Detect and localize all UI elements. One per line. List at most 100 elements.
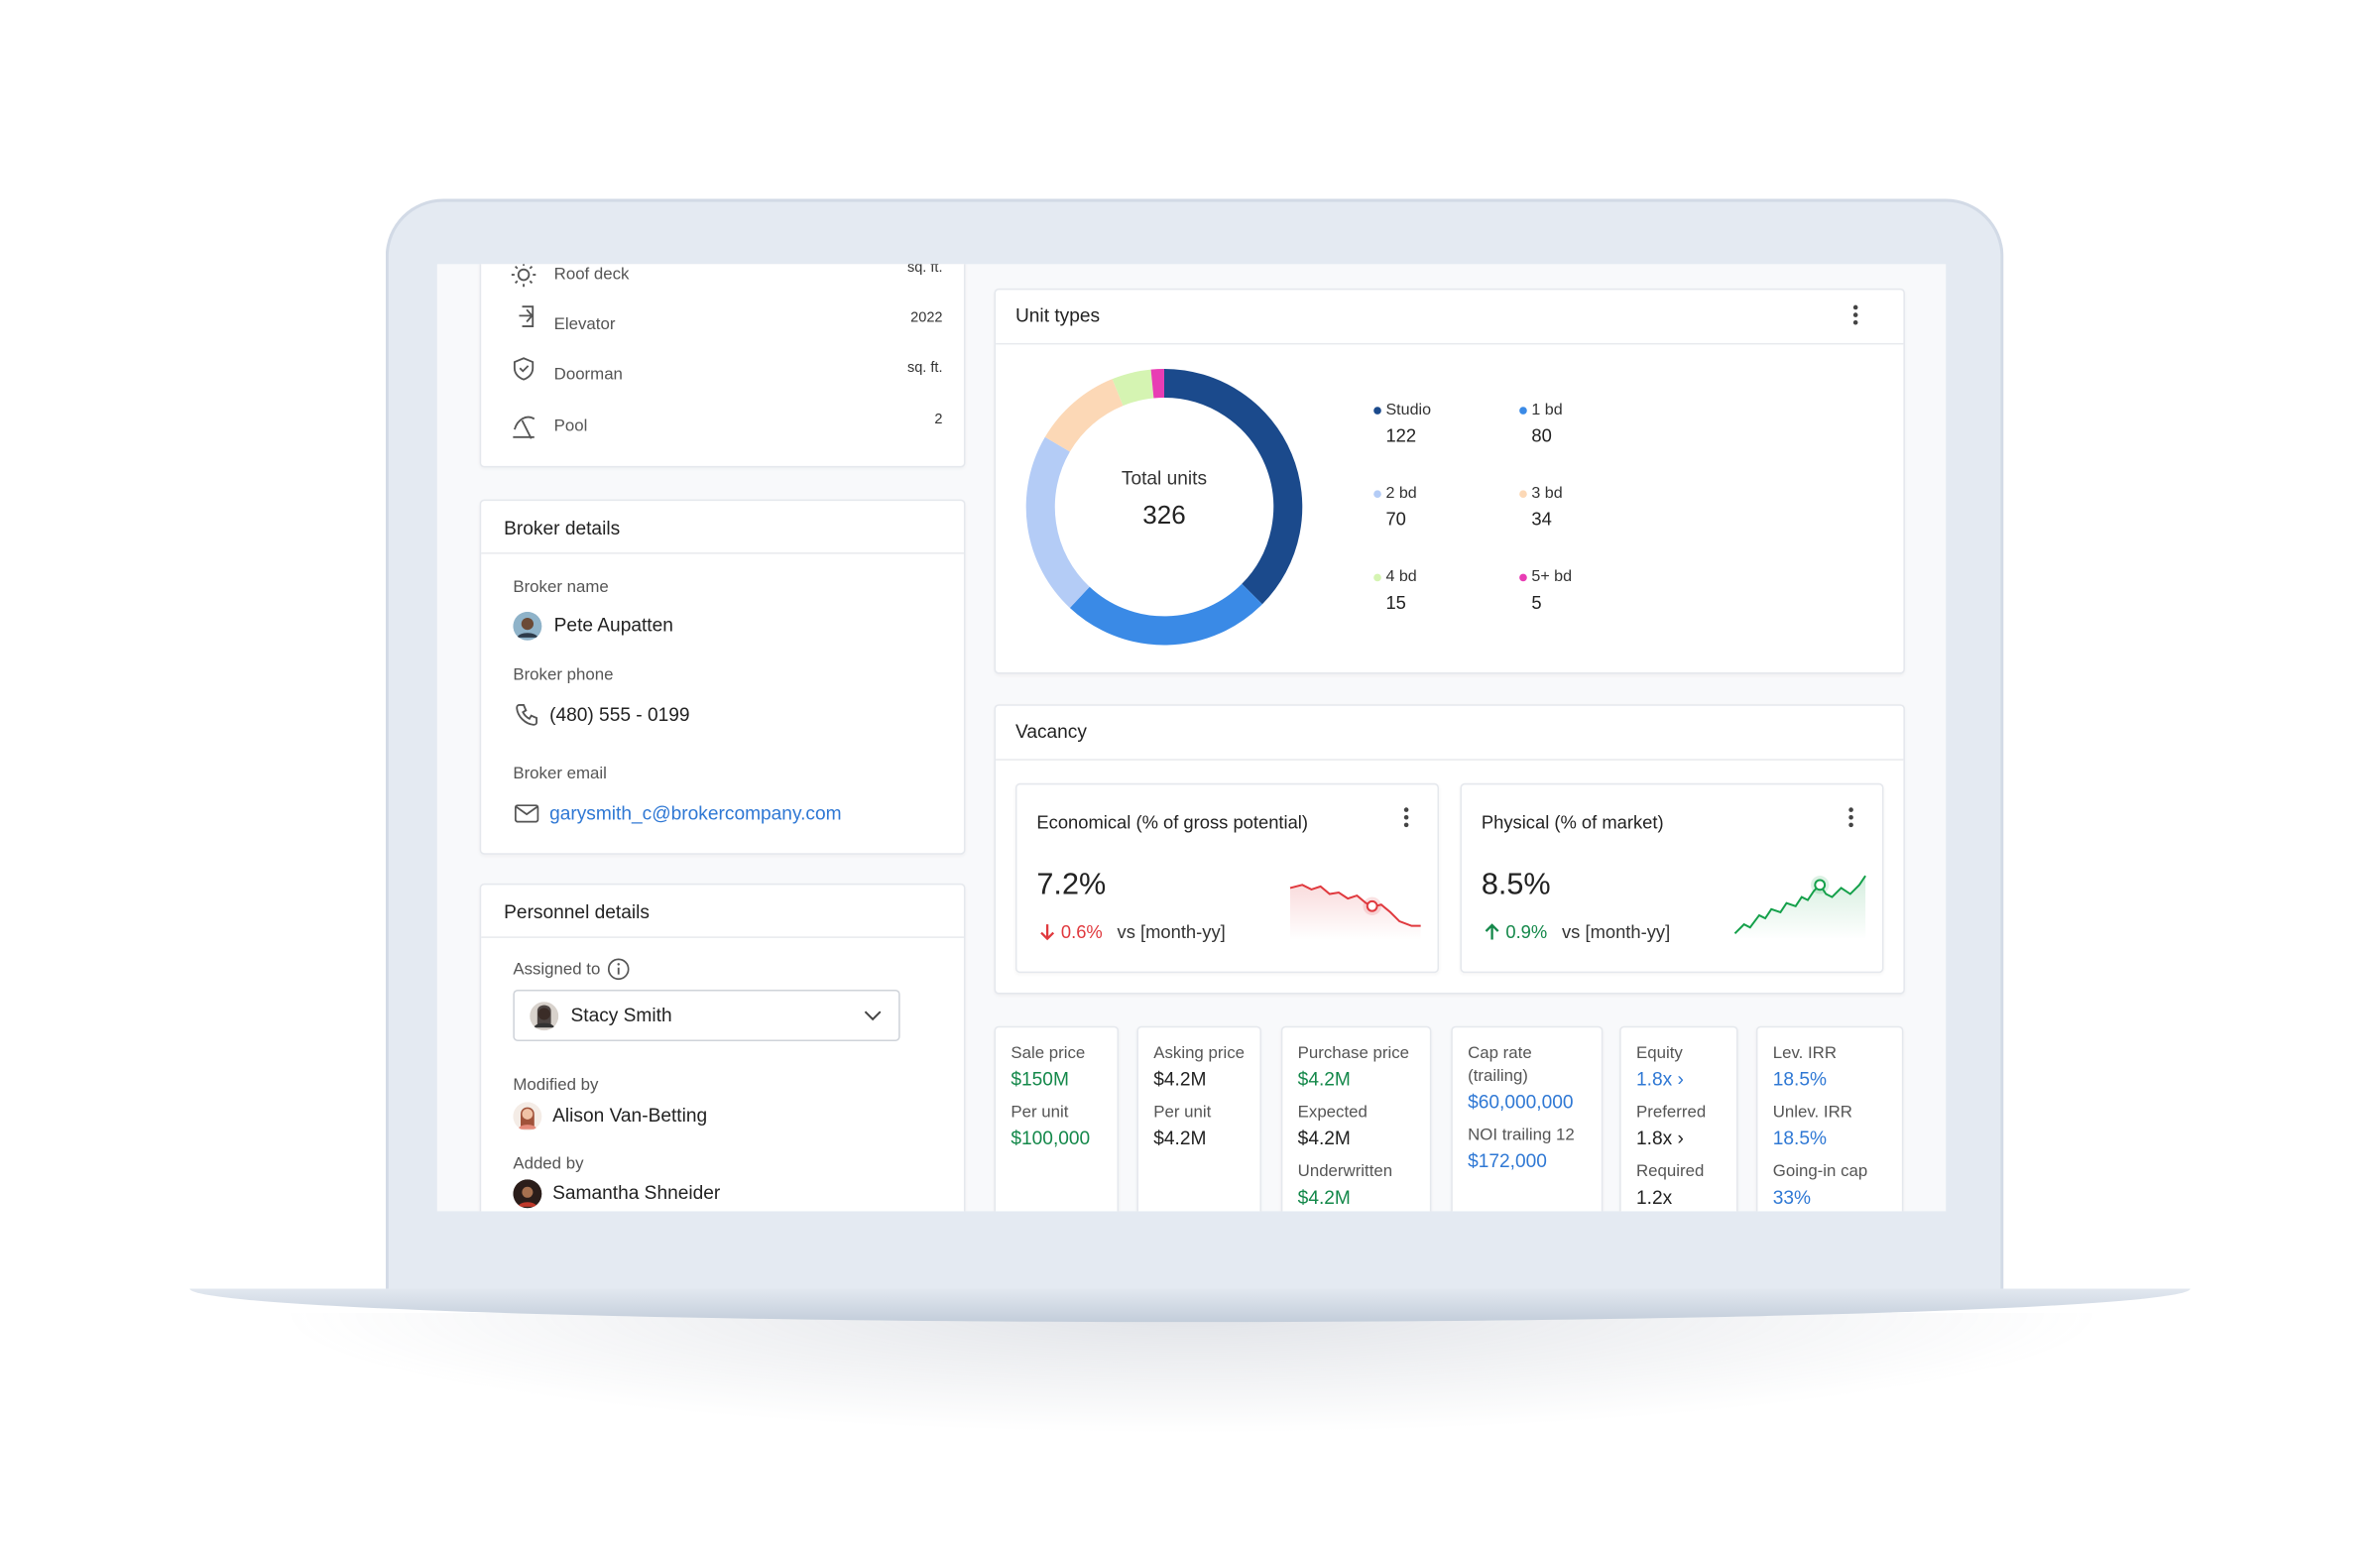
metric-label: Equity: [1635, 1044, 1683, 1063]
metric-item: Underwritten $4.2M: [1298, 1161, 1415, 1212]
donut-segment: [1025, 436, 1090, 608]
metric-label: Asking price: [1153, 1044, 1245, 1063]
metric-value: $4.2M: [1153, 1068, 1207, 1090]
field-label: Added by: [513, 1154, 584, 1174]
legend-dot: [1519, 407, 1527, 415]
more-menu[interactable]: [1852, 304, 1859, 329]
amenity-label: Doorman: [553, 365, 623, 385]
donut-chart: Total units 326: [1025, 368, 1303, 646]
assignee-dropdown[interactable]: Stacy Smith: [513, 989, 900, 1041]
legend-dot: [1373, 490, 1381, 499]
info-icon[interactable]: [607, 958, 630, 981]
metric-value: $150M: [1011, 1068, 1069, 1090]
metric-item: Expected $4.2M: [1298, 1102, 1415, 1152]
vacancy-metric-card: Economical (% of gross potential) 7.2% 0.6…: [1014, 782, 1440, 974]
metric-item: Sale price $150M: [1011, 1043, 1102, 1094]
metric-label: Purchase price: [1297, 1044, 1409, 1063]
sparkline: [1289, 884, 1421, 940]
amenity-value: sq. ft.: [906, 264, 943, 277]
metric-item: Purchase price $4.2M: [1298, 1043, 1415, 1094]
field-label: Broker name: [513, 578, 609, 597]
sparkline-point: [1814, 879, 1827, 891]
sparkline-area: [1734, 876, 1866, 940]
trend-change: 0.6%: [1060, 921, 1103, 943]
metric-value: 18.5%: [1772, 1128, 1828, 1149]
metric-item: Lev. IRR 18.5%: [1773, 1043, 1887, 1094]
metric-card: Cap rate (trailing) $60,000,000 NOI traili…: [1451, 1025, 1604, 1212]
donut-segment: [1069, 583, 1262, 646]
legend-dot: [1519, 490, 1527, 499]
metric-value: 18.5%: [1772, 1068, 1828, 1090]
amenity-icons: [511, 264, 536, 439]
metric-title: Economical (% of gross potential): [1036, 811, 1309, 834]
metric-value: 1.8x ›: [1635, 1128, 1684, 1149]
metric-value: 8.5%: [1481, 868, 1551, 902]
center-label: Total units: [1122, 468, 1207, 489]
legend-dot: [1519, 573, 1527, 582]
sparkline-line: [1289, 884, 1421, 927]
metric-label: Cap rate (trailing): [1468, 1044, 1532, 1086]
card-title: Vacancy: [1014, 721, 1087, 743]
metric-label: Required: [1635, 1162, 1705, 1181]
metric-value: $4.2M: [1297, 1186, 1351, 1209]
broker-card: Broker details Broker name Pete Aupatten…: [479, 499, 966, 855]
metric-item: Equity 1.8x ›: [1636, 1043, 1722, 1094]
unit-types-card: Unit types Total units 326 Studio 122 1 bd…: [994, 288, 1905, 674]
chevron-down: [864, 1010, 882, 1021]
metric-item: Asking price $4.2M: [1153, 1043, 1245, 1094]
metric-value: 1.8x ›: [1635, 1068, 1684, 1090]
sparkline-line: [1733, 875, 1866, 935]
amenity-label: Roof deck: [553, 265, 630, 285]
metric-value: $60,000,000: [1468, 1091, 1574, 1113]
metric-label: Sale price: [1011, 1044, 1086, 1063]
legend-value: 80: [1531, 424, 1552, 446]
legend-label: 4 bd: [1385, 567, 1417, 586]
metric-label: Expected: [1297, 1103, 1368, 1123]
donut-segment: [1044, 379, 1124, 452]
metric-label: NOI trailing 12: [1468, 1126, 1575, 1145]
metric-item: Required 1.2x: [1636, 1161, 1722, 1212]
divider: [996, 342, 1904, 345]
legend-value: 34: [1531, 508, 1552, 531]
metric-label: Preferred: [1635, 1103, 1707, 1123]
sparkline: [1733, 875, 1866, 940]
donut-segment: [1112, 369, 1154, 407]
divider: [481, 936, 964, 938]
arrow-path: [1485, 923, 1499, 940]
amenity-value: 2022: [910, 309, 943, 327]
legend-label: 3 bd: [1531, 484, 1563, 503]
legend-label: 5+ bd: [1531, 567, 1573, 586]
personnel-card: Personnel details Assigned to Stacy Smit…: [479, 883, 966, 1212]
center-value: 326: [1142, 500, 1185, 530]
metric-value: $4.2M: [1153, 1128, 1207, 1149]
screen: Roof deck sq. ft. Elevator 2022 Doorman sq. f…: [436, 264, 1947, 1212]
metric-value: $4.2M: [1297, 1128, 1351, 1149]
trend-change: 0.9%: [1505, 921, 1548, 943]
sparkline-area: [1290, 885, 1421, 940]
amenities-card: Roof deck sq. ft. Elevator 2022 Doorman sq. f…: [479, 264, 966, 468]
more-menu[interactable]: [1403, 807, 1410, 831]
metric-value: 1.2x: [1635, 1186, 1673, 1209]
broker-name: Pete Aupatten: [553, 614, 673, 637]
trend-arrow: [1485, 923, 1499, 940]
laptop-shadow: [273, 1312, 2110, 1435]
sparkline-point: [1366, 899, 1378, 912]
metric-card: Purchase price $4.2M Expected $4.2M Underwri…: [1280, 1025, 1432, 1212]
metric-label: Going-in cap: [1772, 1162, 1868, 1181]
broker-email[interactable]: garysmith_c@brokercompany.com: [549, 802, 842, 825]
metric-item: Preferred 1.8x ›: [1636, 1102, 1722, 1152]
legend-dot: [1373, 407, 1381, 415]
donut-segment: [1150, 368, 1165, 399]
modifier-avatar: [513, 1102, 542, 1131]
adder-name: Samantha Shneider: [552, 1182, 721, 1204]
card-title: Unit types: [1014, 304, 1101, 327]
amenity-value: 2: [934, 411, 943, 428]
more-menu[interactable]: [1848, 807, 1854, 831]
trend-arrow: [1040, 924, 1055, 941]
metric-value: 7.2%: [1036, 868, 1107, 902]
metric-label: Underwritten: [1297, 1162, 1393, 1181]
modifier-name: Alison Van-Betting: [552, 1105, 708, 1127]
arrow-path: [1040, 924, 1055, 941]
metric-item: Unlev. IRR 18.5%: [1773, 1102, 1887, 1152]
